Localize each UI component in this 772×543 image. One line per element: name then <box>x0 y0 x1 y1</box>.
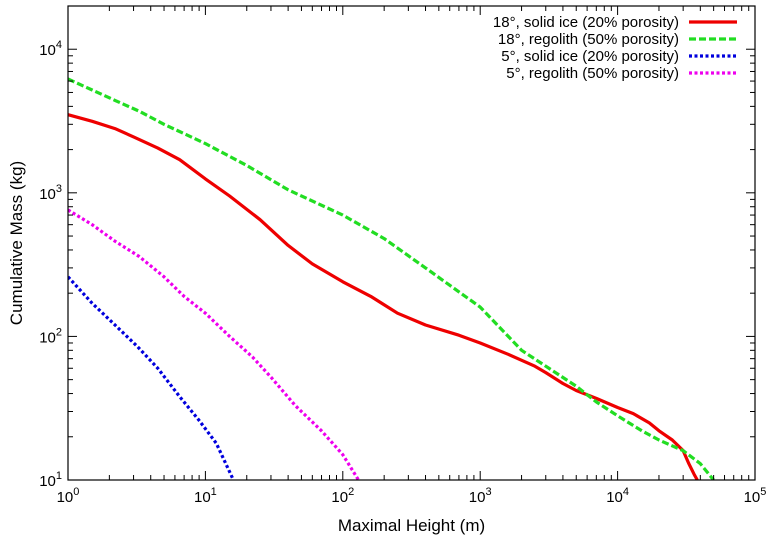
series-line-1 <box>68 113 699 480</box>
plot-frame <box>67 5 756 481</box>
legend-label-4: 5°, regolith (50% porosity) <box>506 65 679 82</box>
x-tick-label: 105 <box>744 486 767 506</box>
y-tick-label: 104 <box>39 39 62 59</box>
x-tick-label: 104 <box>606 486 629 506</box>
series-line-3 <box>68 275 235 480</box>
x-tick-label: 102 <box>331 486 354 506</box>
series-line-2 <box>68 77 715 480</box>
series-line-4 <box>68 208 360 480</box>
y-tick-label: 101 <box>39 470 62 490</box>
x-tick-label: 103 <box>469 486 492 506</box>
y-tick-label: 102 <box>39 326 62 346</box>
x-tick-label: 101 <box>194 486 217 506</box>
legend-label-3: 5°, solid ice (20% porosity) <box>501 48 679 65</box>
legend-label-2: 18°, regolith (50% porosity) <box>498 31 679 48</box>
x-axis-label: Maximal Height (m) <box>338 516 485 535</box>
series-layer <box>68 77 715 480</box>
x-tick-label: 100 <box>57 486 80 506</box>
y-axis-label: Cumulative Mass (kg) <box>7 161 26 325</box>
legend-label-1: 18°, solid ice (20% porosity) <box>493 14 679 31</box>
y-tick-label: 103 <box>39 183 62 203</box>
legend: 18°, solid ice (20% porosity)18°, regoli… <box>493 14 737 82</box>
